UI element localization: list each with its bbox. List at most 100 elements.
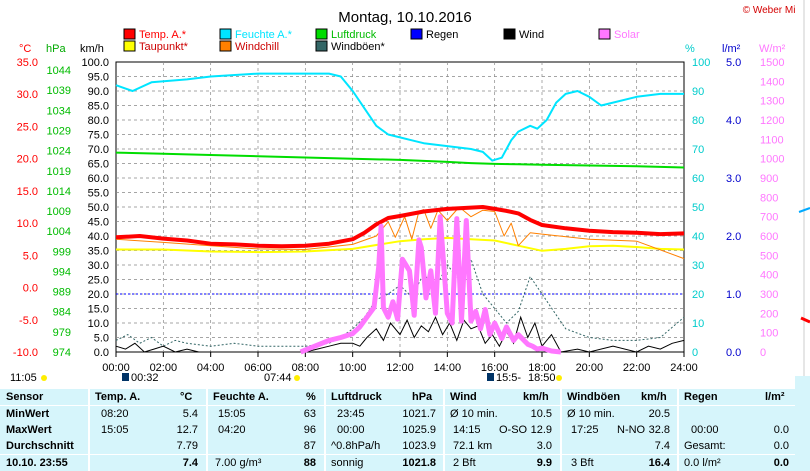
rain-current: 0.0 [773,457,789,469]
legend-label: Windchill [235,41,279,53]
temp-current: 7.4 [182,457,198,469]
weather-chart: Montag, 10.10.2016 © Weber Mike Temp. A.… [0,0,810,389]
rain-max: 0.0 [773,424,789,436]
legend-swatch [315,28,328,40]
gust-avg: 7.4 [654,440,670,452]
wind-unit-header: km/h [523,391,549,403]
gust-bft: 3 Bft [571,457,594,469]
solar-tick-label: 900 [760,173,778,185]
wind-tick-label: 25.0 [88,275,109,287]
gust-min: 20.5 [648,408,670,420]
column-divider [324,389,326,471]
sensor-header: Sensor [6,391,44,403]
legend-swatch [315,40,328,52]
gust-header: Windböen [567,391,621,403]
rain-tick-label: 1.0 [726,289,741,301]
pressure-tick-label: 989 [53,287,71,299]
humidity-tick-label: 90 [692,86,704,98]
humidity-tick-label: 40 [692,231,704,243]
pressure-tick-label: 1034 [47,105,71,117]
humidity-tick-label: 20 [692,289,704,301]
rain-max-time: 00:00 [691,424,719,436]
credit-text: © Weber Mike [743,5,807,16]
wind-tick-label: 40.0 [88,231,109,243]
legend-label: Regen [426,29,458,41]
humidity-axis-unit: % [685,43,695,55]
left-time-label: 11:05 [10,372,37,384]
stats-row-min: MinWert 08:20 5.4 15:05 63 23:45 1021.7 … [0,406,795,422]
temp-tick-label: 10.0 [17,218,38,230]
temp-tick-label: 15.0 [17,186,38,198]
chart-background [0,0,810,389]
wind-tick-label: 85.0 [88,101,109,113]
legend-swatch [123,28,136,40]
legend-label: Solar [614,29,640,41]
series-lines [115,72,685,355]
pressure-tick-label: 1019 [47,166,71,178]
temp-max: 12.7 [176,424,198,436]
x-tick-label: 10:00 [339,362,367,374]
temp-tick-label: 30.0 [17,89,38,101]
legend-swatch [123,40,136,52]
rain-header: Regen [684,391,718,403]
gust-current: 16.4 [648,457,670,469]
axis-ticks: 35.0 30.0 25.0 20.0 15.0 10.0 5.0 0.0 -5.0 -10.0 1… [13,57,785,374]
series-windben [115,257,685,347]
pressure-tick-label: 1024 [47,146,71,158]
series-solar [299,214,562,355]
solar-tick-label: 600 [760,231,778,243]
pressure-tick-label: 1009 [47,206,71,218]
series-feuchtea [115,72,684,162]
pressure-axis-unit: hPa [46,43,66,55]
solar-tick-label: 1400 [760,76,784,88]
solar-tick-label: 500 [760,250,778,262]
row-label: Durchschnitt [6,440,74,452]
hum-max: 96 [303,424,316,436]
temp-tick-label: 35.0 [17,57,38,69]
wind-tick-label: 55.0 [88,188,109,200]
solar-tick-label: 400 [760,270,778,282]
temp-tick-label: 0.0 [23,283,38,295]
wind-tick-label: 70.0 [88,144,109,156]
hum-min: 63 [303,408,316,420]
series-wind [115,315,685,353]
column-divider [443,389,445,471]
sunrise-label: 07:44 [264,372,292,384]
press-current: 1021.8 [402,457,436,469]
press-avg: 1023.9 [402,440,436,452]
press-min-time: 23:45 [337,408,365,420]
hum-current: 88 [303,457,316,469]
legend-label: Taupunkt* [139,41,189,53]
humidity-tick-label: 100 [692,57,710,69]
wind-tick-label: 100.0 [81,57,109,69]
solar-tick-label: 200 [760,308,778,320]
row-label: MaxWert [6,424,52,436]
column-divider [206,389,208,471]
x-tick-label: 16:00 [481,362,509,374]
sunset-icon [556,375,562,381]
pressure-tick-label: 999 [53,246,71,258]
axis-units: °C hPa km/h % l/m² W/m² [19,43,786,55]
wind-tick-label: 50.0 [88,202,109,214]
moon-rise-icon [487,373,494,381]
rain-tick-label: 2.0 [726,231,741,243]
solar-tick-label: 300 [760,289,778,301]
chart-title: Montag, 10.10.2016 [338,9,471,26]
rain-tick-label: 3.0 [726,173,741,185]
wind-tick-label: 45.0 [88,217,109,229]
sun-icon-left [41,375,47,381]
wind-header: Wind [450,391,477,403]
wind-tick-label: 10.0 [88,318,109,330]
wind-tick-label: 95.0 [88,72,109,84]
humidity-tick-label: 50 [692,202,704,214]
x-tick-label: 14:00 [434,362,462,374]
press-header: Luftdruck [331,391,382,403]
wind-avg: 3.0 [536,440,552,452]
legend-label: Windböen* [331,41,386,53]
wind-axis-unit: km/h [80,43,104,55]
temp-min: 5.4 [182,408,198,420]
rain-tick-label: 5.0 [726,57,741,69]
wind-tick-label: 60.0 [88,173,109,185]
legend-swatch [410,28,423,40]
x-tick-label: 00:00 [102,362,130,374]
